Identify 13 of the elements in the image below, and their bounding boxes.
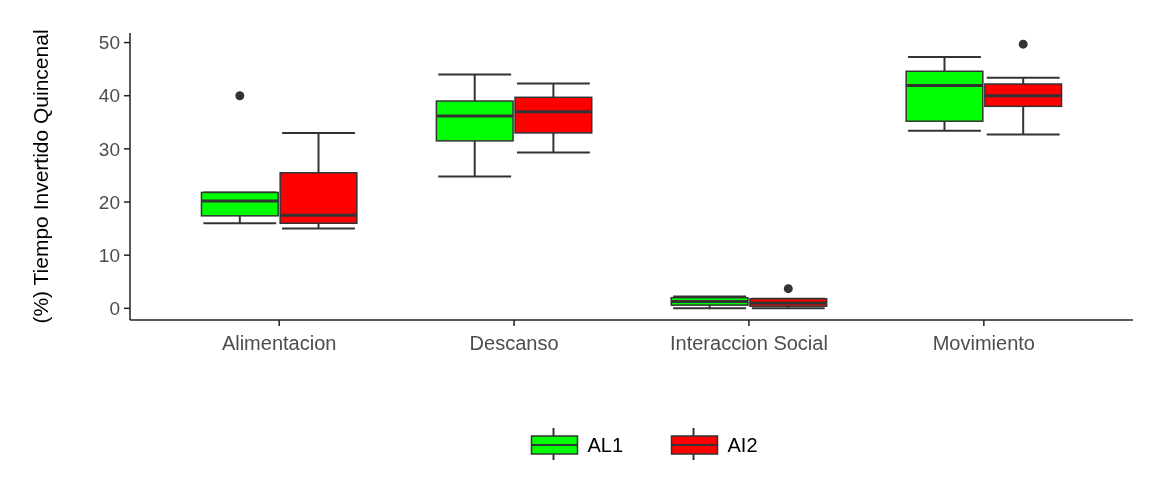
y-tick-label: 20 <box>98 191 120 213</box>
x-tick-label: Alimentacion <box>221 332 337 354</box>
y-tick-label: 30 <box>98 138 120 160</box>
legend-label: AI2 <box>727 434 758 456</box>
x-tick-label: Movimiento <box>932 332 1035 354</box>
x-tick-label: Descanso <box>469 332 559 354</box>
y-tick-label: 40 <box>98 85 120 107</box>
x-tick-label: Interaccion Social <box>670 332 828 354</box>
y-axis-title: (%) Tiempo Invertido Quincenal <box>29 29 52 324</box>
y-tick-label: 0 <box>109 297 120 319</box>
y-tick-label: 50 <box>98 32 120 54</box>
legend-label: AL1 <box>587 434 624 456</box>
y-tick-label: 10 <box>98 244 120 266</box>
